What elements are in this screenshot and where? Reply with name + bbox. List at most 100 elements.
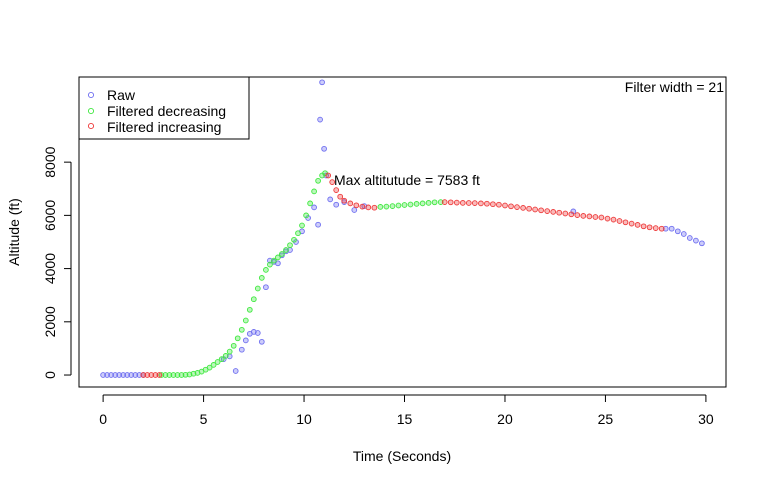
data-point [132, 372, 139, 378]
data-point [178, 372, 185, 378]
data-point [465, 200, 472, 206]
data-point [108, 372, 114, 378]
data-point [148, 372, 155, 378]
data-point [341, 197, 348, 204]
data-point [413, 201, 420, 207]
data-point [407, 201, 414, 208]
data-point [592, 214, 599, 220]
data-point [395, 202, 402, 209]
data-point [478, 200, 484, 207]
series-filtered-decreasing [158, 170, 444, 378]
data-point [258, 338, 265, 345]
data-point [401, 202, 408, 208]
y-tick-label: 8000 [42, 146, 58, 177]
data-point [210, 362, 217, 368]
data-point [230, 342, 237, 349]
data-point [538, 207, 544, 214]
data-point [496, 201, 502, 208]
data-point [254, 330, 261, 336]
data-point [568, 211, 575, 218]
data-point [652, 225, 659, 231]
data-point [622, 219, 629, 226]
y-axis-label: Altitude (ft) [6, 198, 22, 266]
data-point [238, 326, 245, 333]
max-altitude-annotation: Max altitutude = 7583 ft [334, 172, 480, 188]
data-point [128, 372, 135, 378]
data-point [156, 372, 163, 378]
data-point [680, 231, 687, 237]
x-tick-label: 25 [598, 411, 614, 427]
legend-box [78, 76, 250, 140]
data-point [598, 214, 605, 221]
data-point [574, 212, 581, 218]
data-point [182, 371, 189, 378]
y-tick-label: 6000 [42, 200, 58, 231]
x-axis: 0 5 10 15 20 25 30 [99, 394, 714, 427]
data-point [271, 257, 277, 264]
data-point [526, 205, 532, 212]
data-point [333, 201, 340, 208]
data-point [311, 204, 317, 211]
data-point [686, 235, 693, 241]
data-point [120, 372, 127, 378]
data-point [389, 203, 396, 209]
data-point [242, 317, 249, 324]
plot-frame [78, 76, 727, 388]
data-point [315, 177, 321, 184]
data-point [333, 187, 340, 193]
data-point [152, 372, 159, 378]
data-point [490, 201, 496, 208]
y-tick-label: 2000 [42, 306, 58, 337]
data-point [136, 372, 143, 378]
data-point [238, 346, 245, 353]
series-raw [100, 79, 705, 378]
data-point [693, 237, 699, 244]
legend-label-filtered-decreasing: Filtered decreasing [107, 103, 226, 119]
data-point [214, 359, 221, 365]
legend-label-filtered-increasing: Filtered increasing [107, 119, 221, 135]
data-point [459, 200, 466, 206]
data-point [628, 220, 635, 227]
y-axis: 0 2000 4000 6000 8000 [42, 146, 72, 379]
data-point [291, 236, 297, 243]
data-point [453, 199, 460, 206]
data-point [616, 218, 623, 224]
data-point [532, 206, 538, 213]
data-point [520, 205, 526, 211]
data-point [668, 225, 675, 232]
data-point [699, 240, 705, 247]
data-point [263, 284, 269, 291]
data-point [100, 372, 106, 378]
data-point [275, 260, 281, 267]
data-point [610, 216, 617, 223]
legend-marker-filtered-increasing [87, 122, 95, 130]
x-tick-label: 20 [497, 411, 513, 427]
data-point [222, 353, 229, 359]
data-point [371, 204, 378, 211]
x-axis-label: Time (Seconds) [353, 448, 451, 464]
y-tick-label: 4000 [42, 253, 58, 284]
data-point [425, 200, 432, 206]
legend-label-raw: Raw [107, 87, 136, 103]
data-point [232, 368, 239, 374]
data-point [303, 212, 309, 219]
data-points [100, 79, 705, 378]
data-point [166, 372, 173, 378]
data-point [307, 200, 313, 207]
data-point [383, 203, 390, 210]
x-tick-label: 30 [698, 411, 714, 427]
data-point [447, 199, 454, 206]
data-point [295, 230, 301, 237]
data-point [550, 209, 557, 215]
data-point [377, 204, 384, 210]
data-point [502, 202, 508, 209]
data-point [508, 203, 514, 210]
data-point [315, 221, 321, 228]
legend-marker-filtered-decreasing [87, 107, 95, 115]
data-point [218, 356, 225, 362]
data-point [321, 145, 327, 152]
x-tick-label: 10 [296, 411, 312, 427]
data-point [299, 222, 305, 229]
data-point [317, 116, 323, 123]
data-point [514, 204, 520, 210]
